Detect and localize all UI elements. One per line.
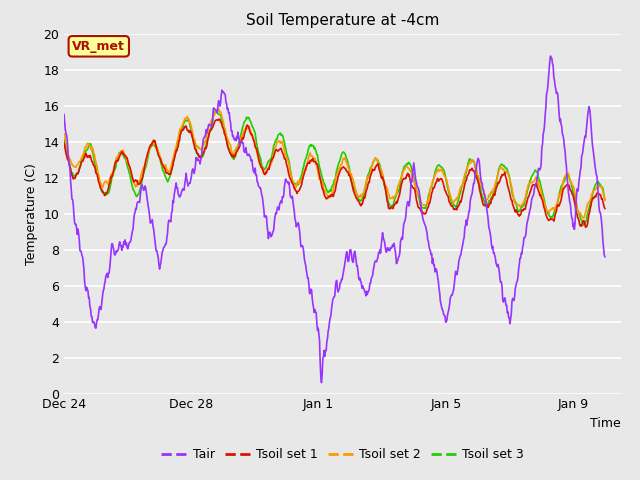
Tsoil set 1	[341, 166, 349, 171]
Line: Tsoil set 1: Tsoil set 1	[64, 119, 605, 228]
Line: Tsoil set 3: Tsoil set 3	[64, 111, 605, 225]
Title: Soil Temperature at -4cm: Soil Temperature at -4cm	[246, 13, 439, 28]
Tair	[601, 254, 609, 260]
Tsoil set 1	[387, 205, 394, 211]
Tsoil set 1	[170, 158, 177, 164]
Tsoil set 1	[582, 225, 589, 230]
Tair	[474, 156, 482, 161]
Tsoil set 1	[601, 205, 609, 211]
Tsoil set 1	[60, 141, 68, 146]
Tsoil set 1	[216, 116, 223, 122]
Tsoil set 2	[215, 106, 223, 112]
Tsoil set 1	[122, 153, 129, 159]
Tsoil set 2	[60, 131, 68, 137]
Tsoil set 2	[170, 154, 177, 160]
Tsoil set 3	[211, 108, 218, 114]
Tsoil set 3	[170, 159, 177, 165]
Tsoil set 3	[580, 222, 588, 228]
Text: VR_met: VR_met	[72, 40, 125, 53]
Line: Tsoil set 2: Tsoil set 2	[64, 109, 605, 218]
Tsoil set 3	[601, 196, 609, 202]
Tsoil set 2	[579, 215, 587, 221]
Tair	[60, 111, 68, 117]
Tsoil set 2	[341, 155, 349, 161]
Tair	[122, 242, 129, 248]
Tair	[547, 53, 554, 59]
Tair	[133, 201, 141, 206]
Tair	[387, 245, 394, 251]
Tsoil set 3	[474, 175, 482, 181]
Tsoil set 3	[122, 156, 129, 162]
Tsoil set 1	[474, 180, 482, 186]
Tsoil set 1	[133, 178, 141, 183]
Line: Tair: Tair	[64, 56, 605, 383]
Tsoil set 3	[133, 193, 141, 199]
Y-axis label: Temperature (C): Temperature (C)	[25, 163, 38, 264]
Tsoil set 3	[387, 204, 394, 210]
X-axis label: Time: Time	[590, 417, 621, 430]
Tair	[317, 380, 325, 385]
Tsoil set 2	[387, 195, 394, 201]
Tair	[341, 262, 349, 267]
Tsoil set 2	[133, 183, 141, 189]
Tsoil set 3	[341, 151, 349, 156]
Legend: Tair, Tsoil set 1, Tsoil set 2, Tsoil set 3: Tair, Tsoil set 1, Tsoil set 2, Tsoil se…	[156, 443, 529, 466]
Tsoil set 2	[474, 172, 482, 178]
Tsoil set 2	[601, 198, 609, 204]
Tsoil set 2	[122, 155, 129, 160]
Tair	[170, 200, 177, 205]
Tsoil set 3	[60, 136, 68, 142]
